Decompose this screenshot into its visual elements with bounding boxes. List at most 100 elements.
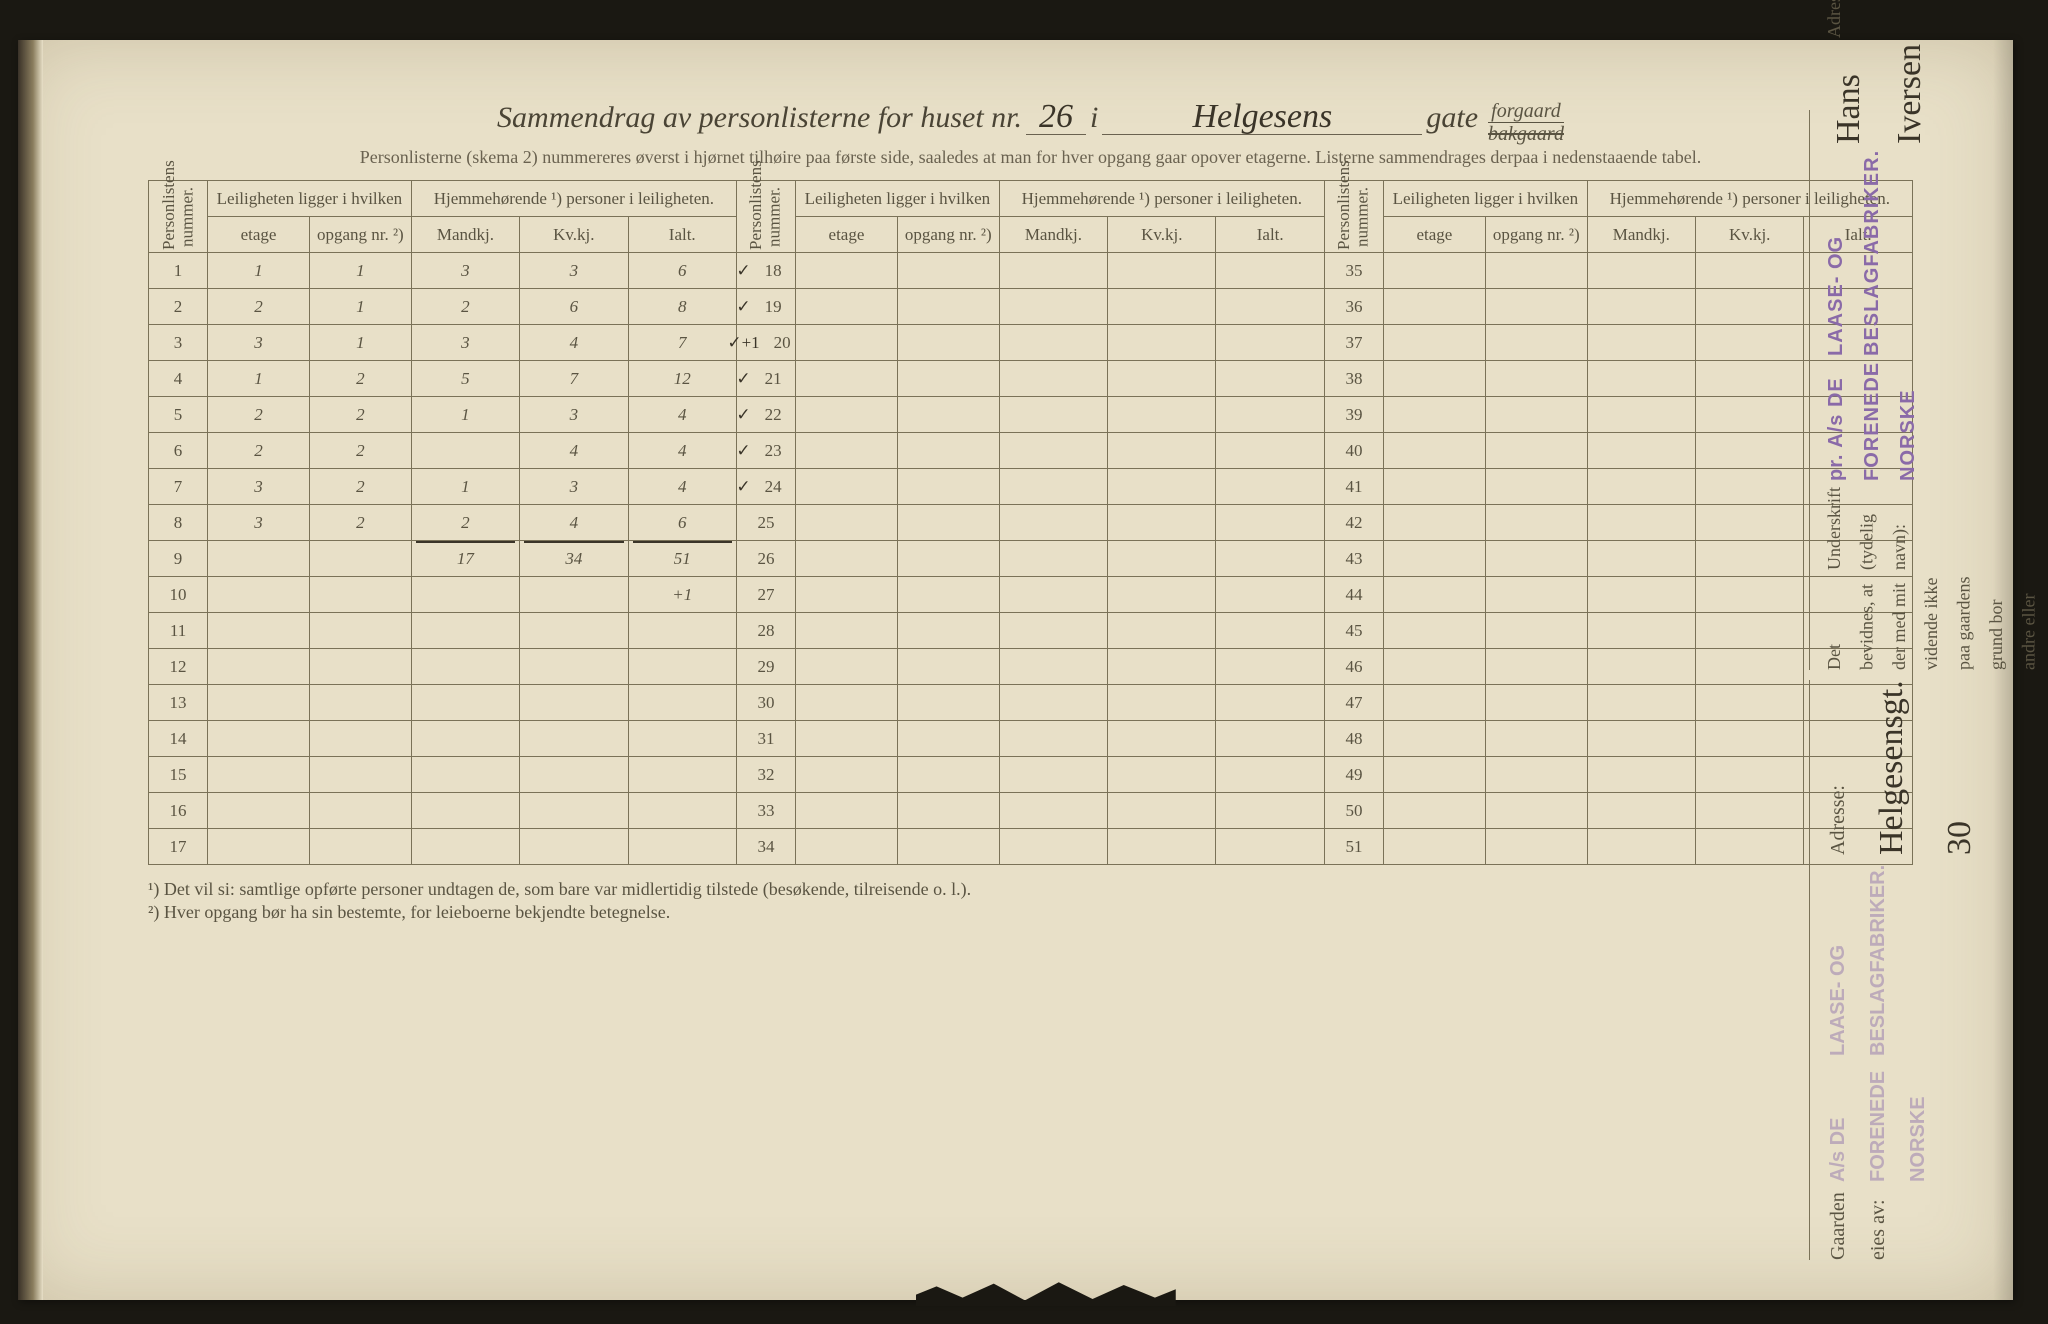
row-number: 42 [1324, 505, 1383, 541]
col-kvkj-2: Kv.kj. [1108, 217, 1216, 253]
row-number: ✓22 [736, 397, 795, 433]
empty-cell [897, 541, 999, 577]
handwritten-cell: 1 [411, 397, 519, 433]
handwritten-cell: 1 [411, 469, 519, 505]
empty-cell [1108, 397, 1216, 433]
col-mandkj-2: Mandkj. [999, 217, 1107, 253]
empty-cell [1108, 541, 1216, 577]
empty-cell [1216, 829, 1324, 865]
row-number: 11 [149, 613, 208, 649]
col-personlistens-3: Personlistens nummer. [1324, 181, 1383, 253]
row-number: 38 [1324, 361, 1383, 397]
empty-cell [520, 793, 628, 829]
empty-cell [1384, 685, 1486, 721]
row-number: 14 [149, 721, 208, 757]
empty-cell [897, 577, 999, 613]
empty-cell [1696, 577, 1804, 613]
empty-cell [1384, 289, 1486, 325]
handwritten-cell: 2 [309, 505, 411, 541]
empty-cell [1485, 253, 1587, 289]
empty-cell [1485, 541, 1587, 577]
handwritten-cell: 3 [411, 253, 519, 289]
handwritten-cell: 1 [208, 253, 310, 289]
empty-cell [208, 577, 310, 613]
empty-cell [1216, 721, 1324, 757]
empty-cell [1696, 397, 1804, 433]
empty-cell [628, 721, 736, 757]
empty-cell [796, 433, 898, 469]
empty-cell [1587, 721, 1695, 757]
handwritten-cell: 4 [628, 469, 736, 505]
empty-cell [1696, 505, 1804, 541]
empty-cell [520, 685, 628, 721]
forgaard-bakgaard: forgaard bakgaard [1488, 100, 1564, 145]
empty-cell [411, 685, 519, 721]
empty-cell [1587, 829, 1695, 865]
street-fill: Helgesens [1102, 100, 1422, 135]
title-gate: gate [1426, 101, 1478, 135]
title-i: i [1090, 101, 1098, 135]
underskrift-label: Underskrift (tydelig navn): [1818, 487, 2048, 570]
empty-cell [1587, 613, 1695, 649]
empty-cell [999, 829, 1107, 865]
empty-cell [1108, 253, 1216, 289]
empty-cell [796, 397, 898, 433]
empty-cell [1384, 793, 1486, 829]
handwritten-cell: 4 [520, 505, 628, 541]
handwritten-cell: 3 [520, 397, 628, 433]
empty-cell [1696, 433, 1804, 469]
row-number: 12 [149, 649, 208, 685]
empty-cell [796, 577, 898, 613]
empty-cell [309, 541, 411, 577]
empty-cell [1485, 361, 1587, 397]
subtitle-note: Personlisterne (skema 2) nummereres øver… [148, 145, 1913, 170]
handwritten-cell: 4 [520, 325, 628, 361]
table-row: 522134✓2239 [149, 397, 1913, 433]
empty-cell [1696, 793, 1804, 829]
empty-cell [1485, 325, 1587, 361]
handwritten-cell: 17 [411, 541, 519, 577]
handwritten-cell: 1 [309, 253, 411, 289]
empty-cell [1485, 721, 1587, 757]
empty-cell [1587, 325, 1695, 361]
empty-cell [411, 613, 519, 649]
empty-cell [520, 829, 628, 865]
table-row: 331347✓+12037 [149, 325, 1913, 361]
row-number: 31 [736, 721, 795, 757]
table-row: 163350 [149, 793, 1913, 829]
empty-cell [796, 253, 898, 289]
empty-cell [1384, 829, 1486, 865]
empty-cell [1696, 721, 1804, 757]
handwritten-cell: 2 [309, 433, 411, 469]
table-row: 122946 [149, 649, 1913, 685]
signature: Hans Iversen [1818, 44, 2048, 144]
empty-cell [999, 253, 1107, 289]
empty-cell [520, 757, 628, 793]
empty-cell [1108, 361, 1216, 397]
empty-cell [1587, 397, 1695, 433]
empty-cell [1696, 613, 1804, 649]
handwritten-cell: 3 [208, 505, 310, 541]
empty-cell [1108, 829, 1216, 865]
empty-cell [1384, 505, 1486, 541]
empty-cell [1587, 433, 1695, 469]
table-row: 133047 [149, 685, 1913, 721]
row-number: 39 [1324, 397, 1383, 433]
empty-cell [796, 721, 898, 757]
row-number: 43 [1324, 541, 1383, 577]
row-number: ✓23 [736, 433, 795, 469]
owner-panel: Gaarden eies av: A/s DE FORENEDE NORSKE … [1809, 680, 1989, 1260]
handwritten-cell: 2 [411, 289, 519, 325]
empty-cell [309, 577, 411, 613]
empty-cell [796, 289, 898, 325]
empty-cell [520, 577, 628, 613]
empty-cell [796, 685, 898, 721]
table-head: Personlistens nummer. Leiligheten ligger… [149, 181, 1913, 253]
empty-cell [1108, 685, 1216, 721]
empty-cell [411, 649, 519, 685]
empty-cell [208, 793, 310, 829]
title-prefix: Sammendrag av personlisterne for huset n… [497, 101, 1022, 135]
empty-cell [208, 685, 310, 721]
empty-cell [1384, 721, 1486, 757]
empty-cell [1485, 505, 1587, 541]
